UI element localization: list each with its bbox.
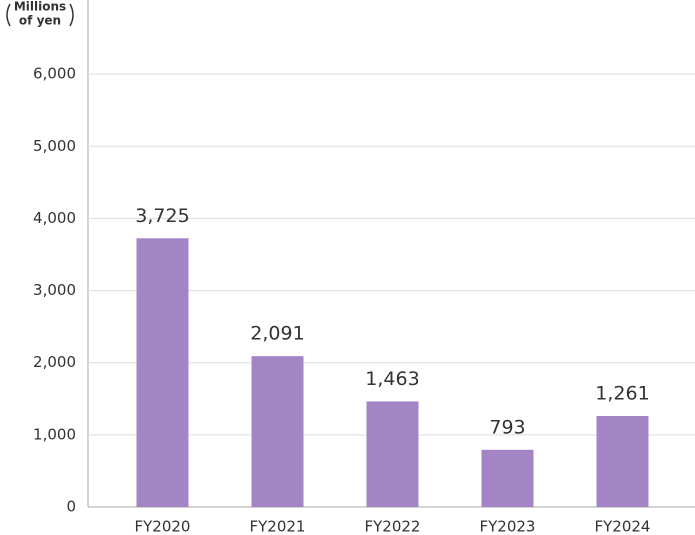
- y-tick-label: 0: [66, 498, 76, 516]
- x-tick-label: FY2021: [250, 518, 306, 535]
- value-label: 793: [489, 416, 525, 438]
- x-tick-label: FY2020: [135, 518, 191, 535]
- x-tick-label: FY2022: [365, 518, 421, 535]
- y-tick-label: 2,000: [33, 353, 76, 371]
- value-label: 1,463: [365, 368, 419, 390]
- bar: [136, 238, 189, 507]
- y-axis-label: of yen: [19, 14, 61, 28]
- x-tick-label: FY2024: [595, 518, 651, 535]
- x-tick-label: FY2023: [480, 518, 536, 535]
- y-tick-label: 1,000: [33, 425, 76, 443]
- paren-right: [69, 3, 74, 27]
- y-tick-label: 3,000: [33, 281, 76, 299]
- y-tick-label: 6,000: [33, 65, 76, 83]
- y-tick-label: 5,000: [33, 137, 76, 155]
- bar: [596, 416, 649, 507]
- value-label: 2,091: [250, 323, 304, 345]
- bar: [481, 449, 534, 507]
- value-label: 1,261: [595, 383, 649, 405]
- y-axis-label: Millions: [14, 0, 66, 14]
- value-label: 3,725: [135, 205, 189, 227]
- bar: [366, 401, 419, 507]
- paren-left: [6, 3, 11, 27]
- y-tick-label: 4,000: [33, 209, 76, 227]
- bar: [251, 356, 304, 507]
